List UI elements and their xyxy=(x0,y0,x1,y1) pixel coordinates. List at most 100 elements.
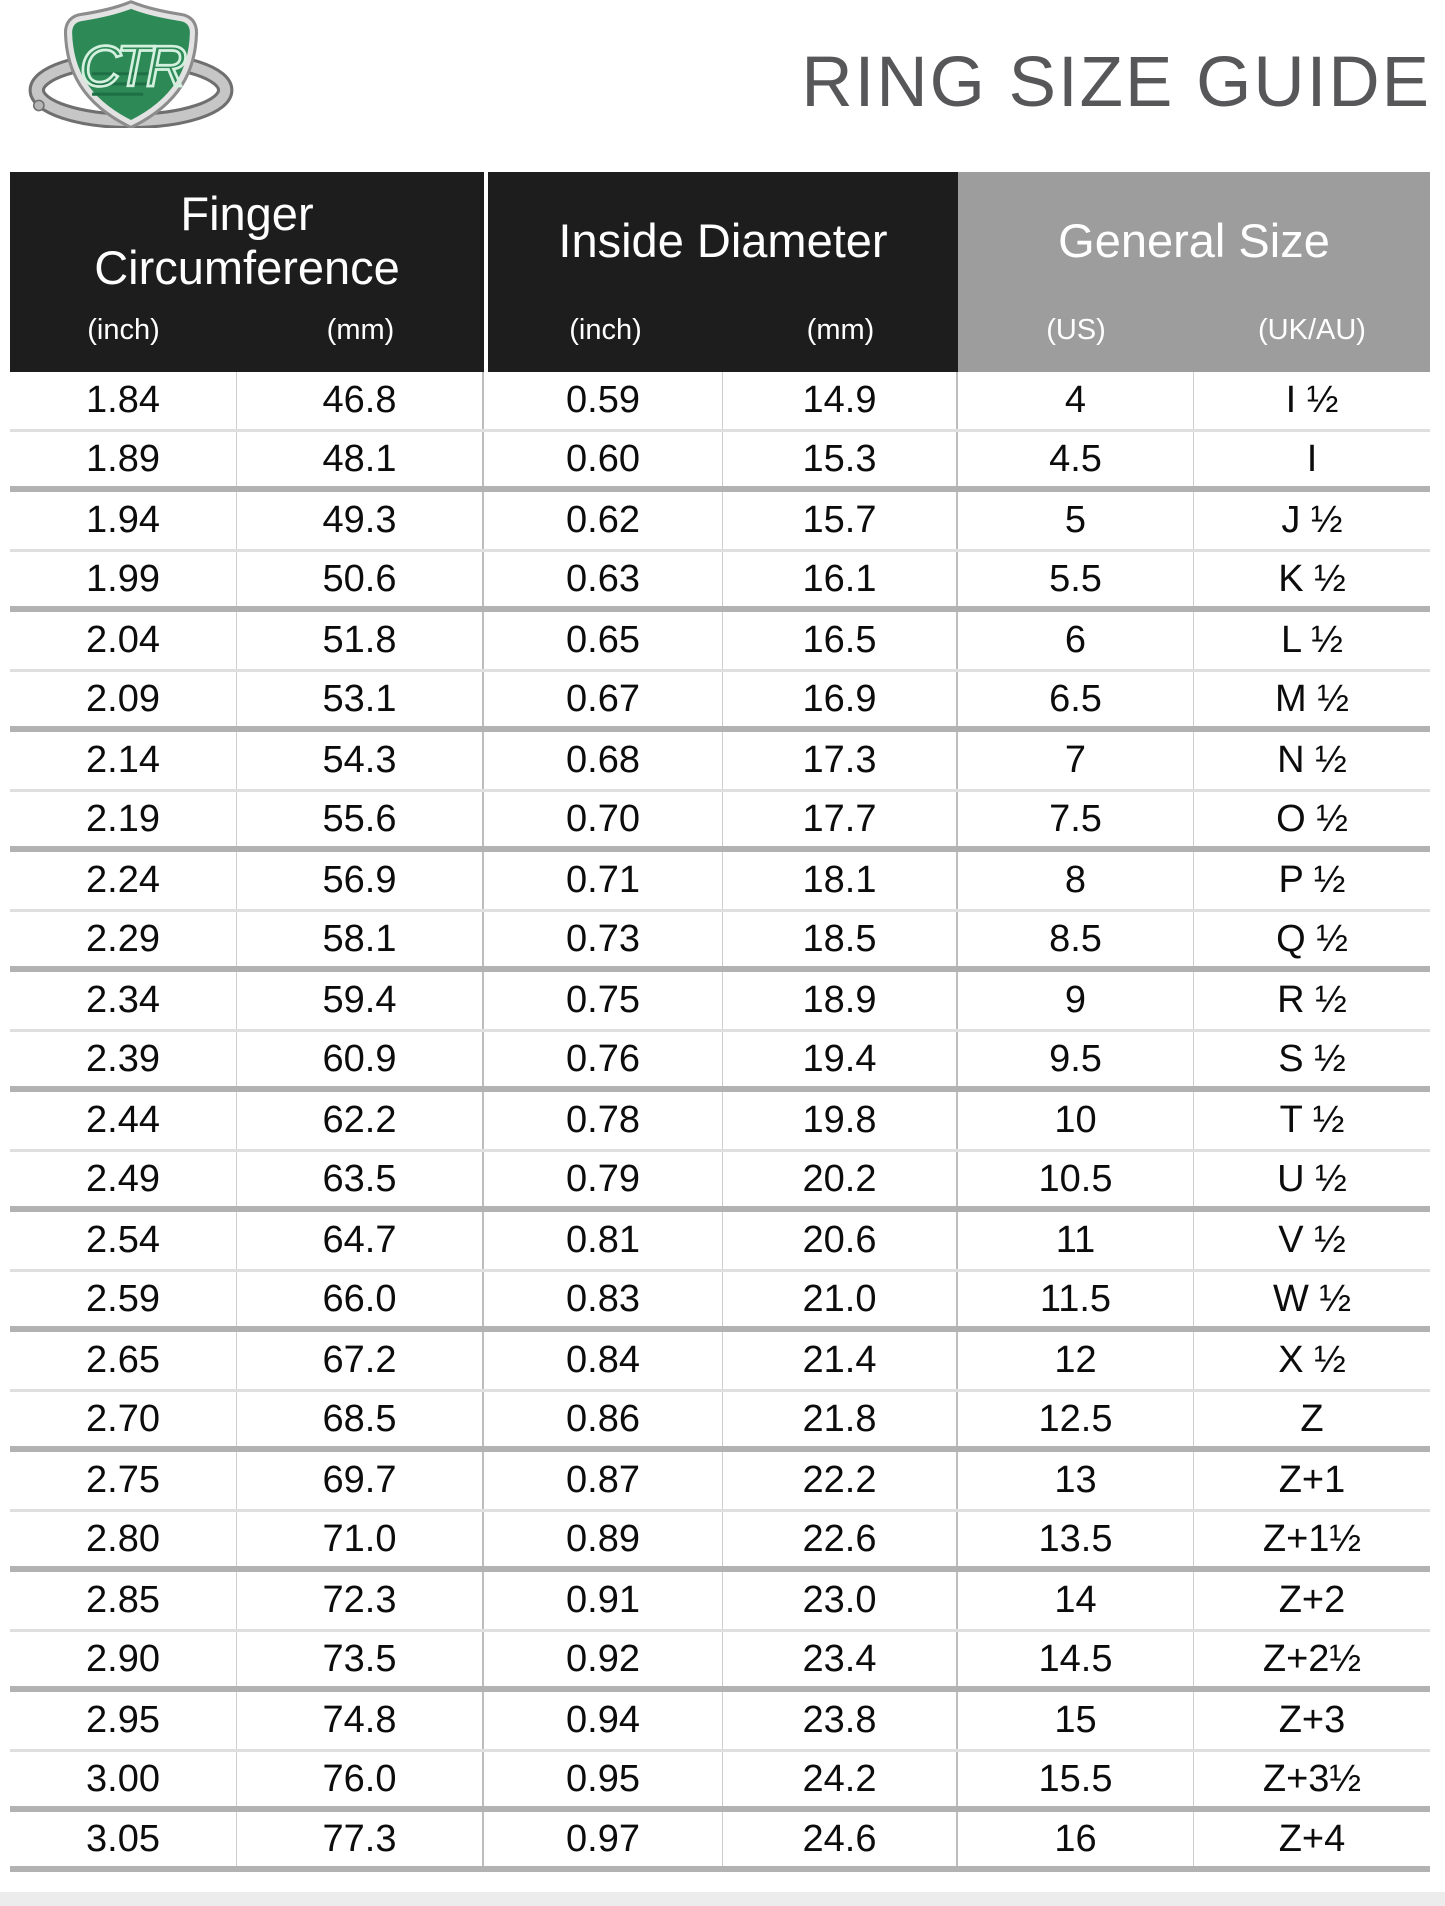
unit-circumference-mm: (mm) xyxy=(326,314,395,346)
cell-circumference-mm: 60.9 xyxy=(237,1032,484,1086)
cell-diameter-mm: 22.6 xyxy=(723,1512,958,1566)
cell-size-uk-au: Z+3 xyxy=(1278,1699,1346,1741)
cell-circumference-mm: 77.3 xyxy=(237,1812,484,1866)
cell-size-uk-au: V ½ xyxy=(1278,1219,1346,1261)
table-row: 2.24 56.9 0.71 18.1 8 P ½ xyxy=(10,852,1430,912)
table-row: 2.19 55.6 0.70 17.7 7.5 O ½ xyxy=(10,792,1430,852)
page-title: RING SIZE GUIDE xyxy=(801,43,1431,122)
cell-size-uk-au: W ½ xyxy=(1272,1277,1352,1320)
cell-circumference-inch: 2.54 xyxy=(10,1212,237,1269)
table-row: 2.95 74.8 0.94 23.8 15 Z+3 xyxy=(10,1692,1430,1752)
cell-diameter-inch: 0.62 xyxy=(484,492,723,549)
cell-circumference-inch: 3.00 xyxy=(10,1752,237,1806)
header-group-general-size: General Size (US) (UK/AU) xyxy=(958,172,1430,372)
cell-diameter-mm: 16.9 xyxy=(723,672,958,726)
cell-diameter-inch: 0.89 xyxy=(484,1512,723,1566)
cell-circumference-mm: 67.2 xyxy=(237,1332,484,1389)
cell-diameter-mm: 16.5 xyxy=(723,612,958,669)
unit-size-us: (US) xyxy=(1046,314,1106,346)
cell-diameter-mm: 17.3 xyxy=(723,732,958,789)
cell-size-us: 9.5 xyxy=(958,1032,1194,1086)
ring-size-table: Finger Circumference (inch) (mm) Inside … xyxy=(10,172,1430,1872)
cell-diameter-inch: 0.79 xyxy=(484,1152,723,1206)
cell-diameter-inch: 0.92 xyxy=(484,1632,723,1686)
cell-diameter-inch: 0.97 xyxy=(484,1812,723,1866)
cell-size-uk-au: Z+1 xyxy=(1278,1459,1346,1501)
cell-diameter-mm: 23.8 xyxy=(723,1692,958,1749)
header-group-finger-circumference: Finger Circumference (inch) (mm) xyxy=(10,172,484,372)
cell-diameter-inch: 0.81 xyxy=(484,1212,723,1269)
cell-diameter-inch: 0.65 xyxy=(484,612,723,669)
table-row: 2.04 51.8 0.65 16.5 6 L ½ xyxy=(10,612,1430,672)
cell-circumference-inch: 2.29 xyxy=(10,912,237,966)
cell-circumference-inch: 2.70 xyxy=(10,1392,237,1446)
cell-size-us: 14.5 xyxy=(958,1632,1194,1686)
table-row: 2.90 73.5 0.92 23.4 14.5 Z+2½ xyxy=(10,1632,1430,1692)
cell-circumference-inch: 2.34 xyxy=(10,972,237,1029)
table-row: 2.29 58.1 0.73 18.5 8.5 Q ½ xyxy=(10,912,1430,972)
logo-ctr-text: CTR xyxy=(80,35,186,99)
table-row: 1.94 49.3 0.62 15.7 5 J ½ xyxy=(10,492,1430,552)
header-label-general-size: General Size xyxy=(1058,213,1330,267)
cell-diameter-mm: 20.6 xyxy=(723,1212,958,1269)
cell-size-uk-au: R ½ xyxy=(1277,979,1347,1021)
cell-size-uk-au: S ½ xyxy=(1278,1037,1346,1080)
header-label-finger-circumference: Finger Circumference xyxy=(94,186,400,294)
table-row: 2.85 72.3 0.91 23.0 14 Z+2 xyxy=(10,1572,1430,1632)
cell-circumference-inch: 1.99 xyxy=(10,552,237,606)
cell-size-us: 6.5 xyxy=(958,672,1194,726)
cell-size-uk-au: X ½ xyxy=(1278,1339,1346,1381)
table-row: 2.44 62.2 0.78 19.8 10 T ½ xyxy=(10,1092,1430,1152)
table-row: 2.54 64.7 0.81 20.6 11 V ½ xyxy=(10,1212,1430,1272)
cell-circumference-mm: 63.5 xyxy=(237,1152,484,1206)
cell-diameter-mm: 23.0 xyxy=(723,1572,958,1629)
cell-size-uk-au: U ½ xyxy=(1277,1157,1347,1200)
cell-size-us: 15.5 xyxy=(958,1752,1194,1806)
cell-diameter-inch: 0.95 xyxy=(484,1752,723,1806)
cell-circumference-inch: 2.75 xyxy=(10,1452,237,1509)
cell-circumference-mm: 68.5 xyxy=(237,1392,484,1446)
table-row: 2.39 60.9 0.76 19.4 9.5 S ½ xyxy=(10,1032,1430,1092)
unit-size-uk-au: (UK/AU) xyxy=(1258,314,1366,346)
cell-size-us: 5.5 xyxy=(958,552,1194,606)
header-label-inside-diameter: Inside Diameter xyxy=(558,213,888,267)
cell-diameter-mm: 19.8 xyxy=(723,1092,958,1149)
cell-size-us: 6 xyxy=(958,612,1194,669)
cell-circumference-mm: 51.8 xyxy=(237,612,484,669)
cell-circumference-inch: 1.84 xyxy=(10,372,237,429)
cell-diameter-mm: 18.1 xyxy=(723,852,958,909)
cell-diameter-inch: 0.68 xyxy=(484,732,723,789)
cell-size-us: 11 xyxy=(958,1212,1194,1269)
cell-size-us: 4 xyxy=(958,372,1194,429)
cell-circumference-mm: 59.4 xyxy=(237,972,484,1029)
cell-circumference-mm: 66.0 xyxy=(237,1272,484,1326)
unit-diameter-inch: (inch) xyxy=(569,314,642,346)
cell-circumference-mm: 46.8 xyxy=(237,372,484,429)
cell-circumference-inch: 2.65 xyxy=(10,1332,237,1389)
cell-circumference-mm: 73.5 xyxy=(237,1632,484,1686)
cell-circumference-mm: 76.0 xyxy=(237,1752,484,1806)
cell-size-uk-au: K ½ xyxy=(1278,557,1346,600)
cell-circumference-inch: 2.85 xyxy=(10,1572,237,1629)
table-row: 1.99 50.6 0.63 16.1 5.5 K ½ xyxy=(10,552,1430,612)
cell-circumference-mm: 48.1 xyxy=(237,432,484,486)
cell-size-uk-au: M ½ xyxy=(1275,677,1349,720)
cell-diameter-inch: 0.71 xyxy=(484,852,723,909)
cell-size-us: 13.5 xyxy=(958,1512,1194,1566)
cell-circumference-inch: 2.24 xyxy=(10,852,237,909)
cell-size-uk-au: I ½ xyxy=(1285,379,1339,421)
cell-diameter-mm: 21.0 xyxy=(723,1272,958,1326)
cell-diameter-mm: 19.4 xyxy=(723,1032,958,1086)
cell-size-us: 15 xyxy=(958,1692,1194,1749)
cell-diameter-inch: 0.94 xyxy=(484,1692,723,1749)
cell-size-us: 8 xyxy=(958,852,1194,909)
cell-size-us: 7.5 xyxy=(958,792,1194,846)
cell-circumference-inch: 1.89 xyxy=(10,432,237,486)
cell-diameter-inch: 0.73 xyxy=(484,912,723,966)
cell-circumference-inch: 2.14 xyxy=(10,732,237,789)
unit-diameter-mm: (mm) xyxy=(806,314,875,346)
table-row: 1.84 46.8 0.59 14.9 4 I ½ xyxy=(10,372,1430,432)
header-group-inside-diameter: Inside Diameter (inch) (mm) xyxy=(484,172,958,372)
cell-diameter-mm: 15.3 xyxy=(723,432,958,486)
ctr-ring-logo: CTR xyxy=(26,0,236,130)
